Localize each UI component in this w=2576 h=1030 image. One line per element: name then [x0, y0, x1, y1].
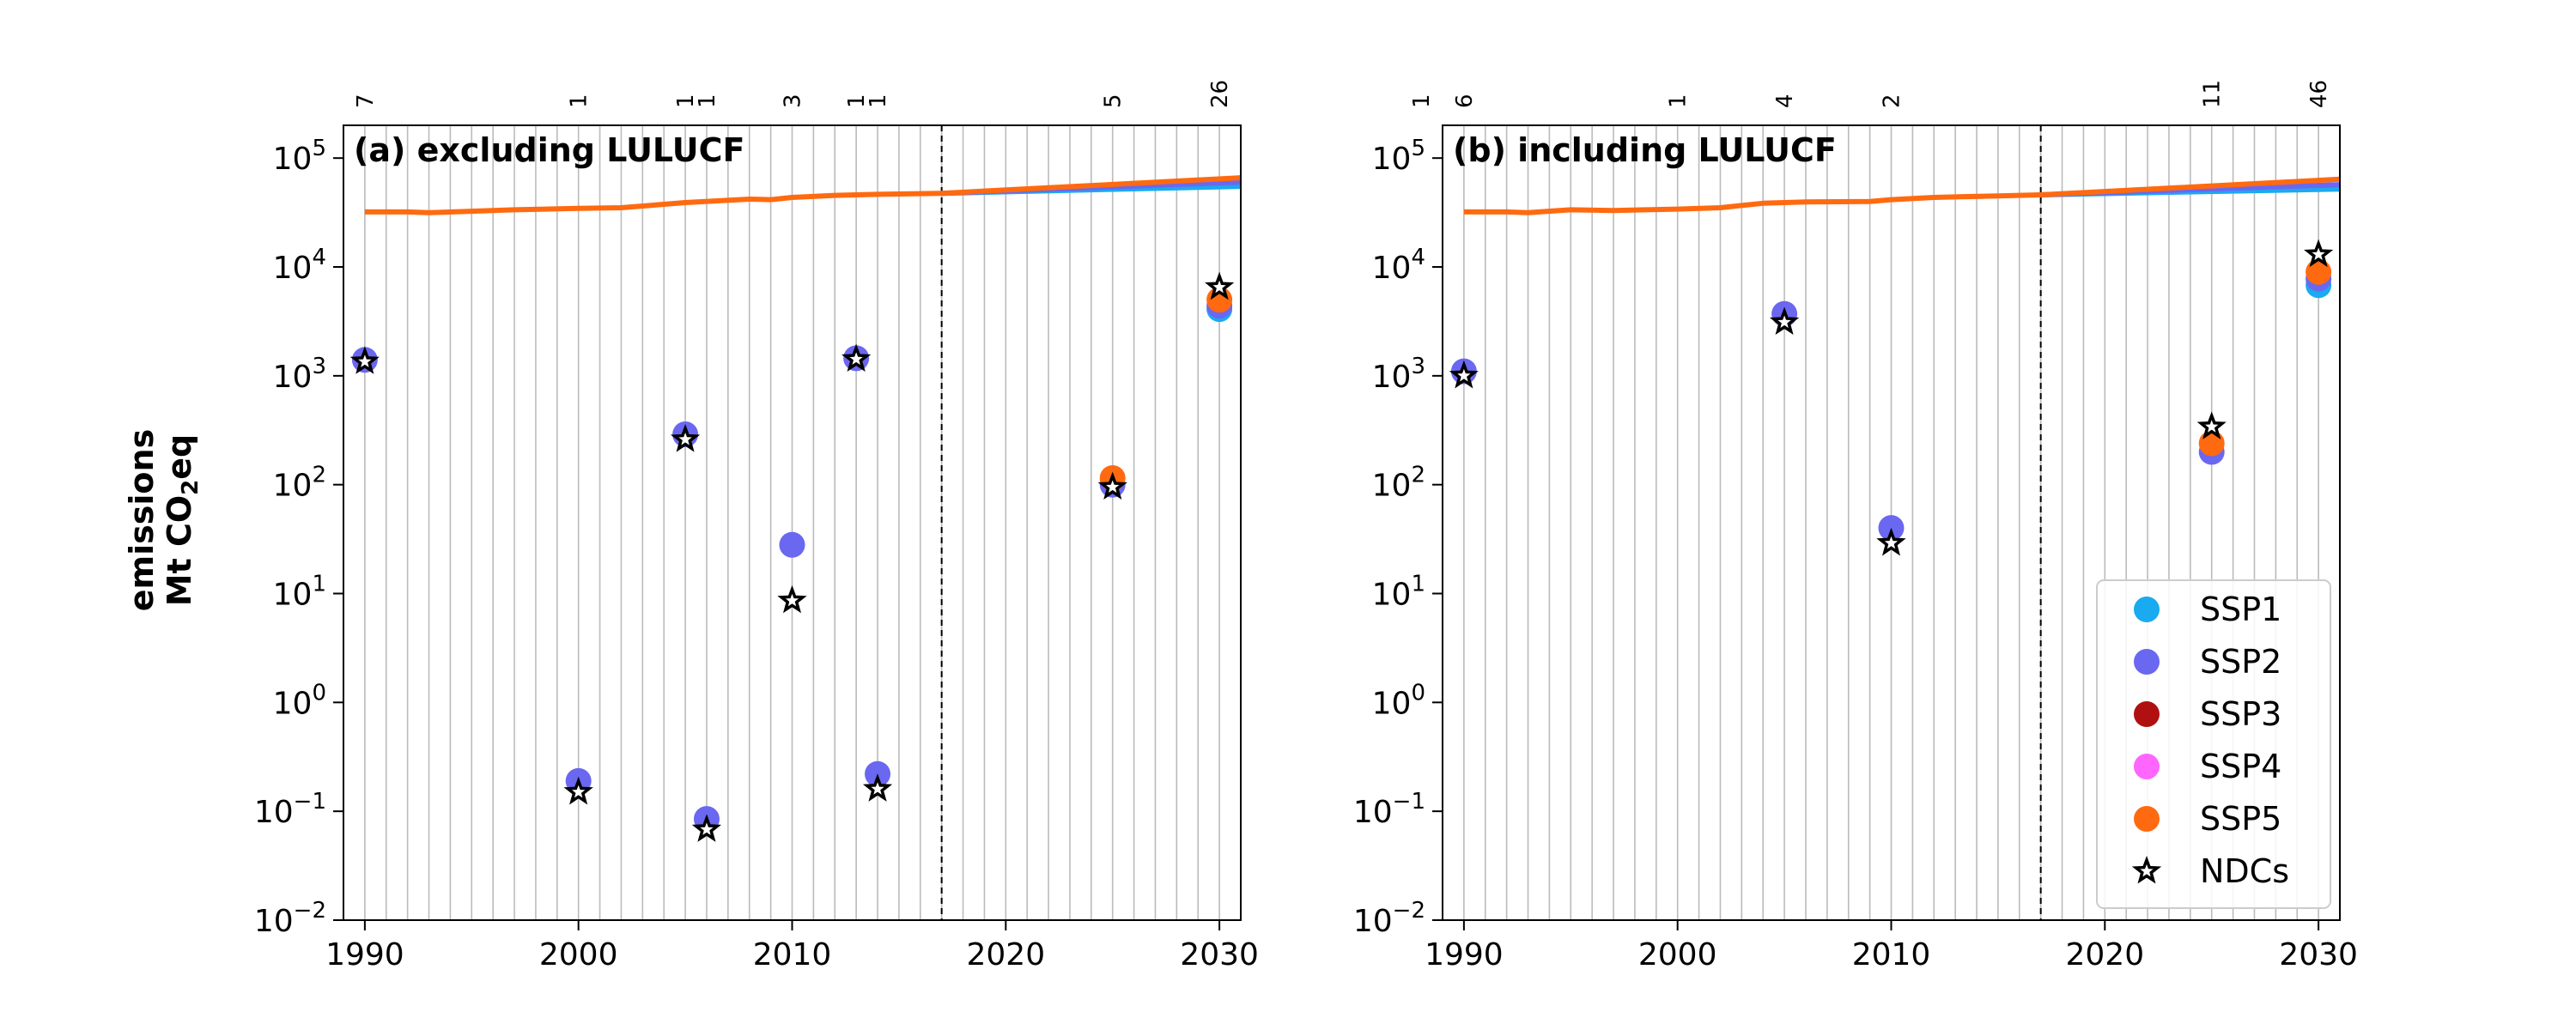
- ssp-point-ssp5: [2306, 258, 2332, 285]
- panel-b-x-ticks: 1990 2000 2010 2020 2030: [1425, 920, 2358, 972]
- x-tick-label: 1990: [1425, 937, 1504, 972]
- ndc-count-label: 1: [844, 94, 870, 108]
- ndc-count-label: 4: [1772, 94, 1798, 108]
- y-tick-label: 100: [1372, 680, 1425, 721]
- y-tick-label: 101: [273, 572, 326, 613]
- y-axis-label-line2: Mt CO2eq: [161, 434, 204, 606]
- ndc-star-point: [563, 776, 593, 805]
- legend-ndc-star: [2131, 855, 2162, 884]
- global-emissions-ssp5-line: [941, 175, 1242, 197]
- ndc-count-label: 7: [353, 94, 379, 108]
- legend-ndcs-label: NDCs: [2200, 852, 2289, 890]
- ndc-star-point: [1097, 471, 1127, 500]
- panel-excluding-lulucf: 1990 2000 2010 2020 2030 1051041031021011001…: [254, 80, 1259, 972]
- ndc-count-label: 1: [1409, 94, 1435, 108]
- ndc-count-label: 1: [695, 94, 720, 108]
- panel-b-y-ticks: 105 104 103 102 101 100 10−1 10−2: [1353, 136, 1443, 939]
- ndc-count-label: 1: [1666, 94, 1692, 108]
- ndc-star-point: [1769, 306, 1800, 336]
- ndc-count-label: 11: [2200, 80, 2226, 108]
- x-tick-label: 2030: [2279, 937, 2358, 972]
- x-tick-label: 2000: [539, 937, 618, 972]
- panel-b-ndc-counts: 1 6 1 4 2 11 46: [1409, 80, 2332, 108]
- legend-ssp4-label: SSP4: [2200, 748, 2281, 785]
- ndc-count-label: 6: [1452, 94, 1478, 108]
- legend-ssp2-label: SSP2: [2200, 643, 2281, 681]
- global-emissions-ssp5-line: [2040, 176, 2341, 197]
- global-emissions-history-line: [364, 191, 942, 215]
- ssp-point-ssp5: [2198, 430, 2225, 457]
- x-tick-label: 2020: [966, 937, 1045, 972]
- x-tick-label: 2030: [1180, 937, 1259, 972]
- y-tick-label: 103: [1372, 354, 1425, 395]
- x-tick-label: 2000: [1638, 937, 1717, 972]
- y-tick-label: 102: [273, 463, 326, 504]
- y-tick-label: 101: [1372, 572, 1425, 613]
- y-tick-label: 10−1: [254, 789, 326, 830]
- x-tick-label: 2010: [1852, 937, 1931, 972]
- ndc-star-point: [349, 346, 380, 374]
- y-tick-label: 102: [1372, 463, 1425, 504]
- panel-a-emission-lines: [364, 175, 1242, 215]
- ndc-count-label: 1: [673, 94, 699, 108]
- ndc-count-label: 1: [567, 94, 592, 108]
- ndc-star-point: [777, 585, 807, 614]
- ssp-point-ssp2: [779, 531, 805, 558]
- panel-a-grid: [343, 125, 1242, 920]
- panel-b-title: (b) including LULUCF: [1453, 131, 1837, 169]
- legend: SSP1 SSP2 SSP3 SSP4 SSP5 NDCs: [2096, 579, 2331, 909]
- y-tick-label: 104: [1372, 245, 1425, 286]
- panel-a-title: (a) excluding LULUCF: [354, 131, 744, 169]
- ndc-count-label: 46: [2306, 80, 2332, 108]
- panel-a-y-ticks: 105 104 103 102 101 100 10−1 10−2: [254, 136, 343, 939]
- ndc-star-point: [670, 423, 701, 452]
- y-tick-label: 103: [273, 354, 326, 395]
- ndc-count-label: 3: [781, 94, 806, 108]
- global-emissions-history-line: [1463, 192, 2041, 215]
- legend-ssp3-marker: [2134, 701, 2160, 727]
- panel-including-lulucf: 1990 2000 2010 2020 2030 1051041031021011001…: [1353, 80, 2358, 972]
- y-tick-label: 100: [273, 680, 326, 721]
- x-tick-label: 2010: [753, 937, 832, 972]
- panel-b-markers: [1449, 239, 2334, 556]
- ndc-star-point: [1876, 527, 1906, 556]
- legend-ssp4-marker: [2134, 754, 2160, 779]
- panel-a-ndc-counts: 7 1 11 3 11 5 26: [353, 80, 1233, 108]
- legend-ssp5-label: SSP5: [2200, 800, 2281, 838]
- x-tick-label: 1990: [325, 937, 404, 972]
- x-tick-label: 2020: [2065, 937, 2144, 972]
- ndc-star-point: [862, 773, 893, 802]
- ndc-star-point: [2304, 239, 2334, 268]
- ndc-star-point: [691, 814, 722, 842]
- legend-items: SSP1 SSP2 SSP3 SSP4 SSP5 NDCs: [2131, 591, 2289, 890]
- ndc-count-label: 1: [866, 94, 891, 108]
- ndc-count-label: 5: [1101, 94, 1127, 108]
- legend-ssp1-marker: [2134, 597, 2160, 622]
- y-tick-label: 10−2: [1353, 898, 1425, 939]
- legend-ssp2-marker: [2134, 649, 2160, 675]
- y-axis-label-line1: emissions: [123, 429, 161, 611]
- ndc-count-label: 2: [1880, 94, 1905, 108]
- y-tick-label: 10−2: [254, 898, 326, 939]
- legend-ssp5-marker: [2134, 806, 2160, 832]
- y-tick-label: 105: [273, 136, 326, 177]
- y-tick-label: 10−1: [1353, 789, 1425, 830]
- legend-ssp1-label: SSP1: [2200, 591, 2281, 628]
- ndc-count-label: 26: [1207, 80, 1233, 108]
- legend-ssp3-label: SSP3: [2200, 695, 2281, 733]
- panel-b-emission-lines: [1463, 176, 2341, 215]
- ndc-star-point: [1449, 360, 1479, 389]
- ndc-star-point: [1205, 271, 1235, 300]
- panel-a-markers: [349, 271, 1235, 842]
- ndc-star-point: [2196, 411, 2227, 439]
- y-tick-label: 104: [273, 245, 326, 286]
- ndc-star-point: [841, 343, 872, 373]
- panel-a-x-ticks: 1990 2000 2010 2020 2030: [325, 920, 1259, 972]
- y-tick-label: 105: [1372, 136, 1425, 177]
